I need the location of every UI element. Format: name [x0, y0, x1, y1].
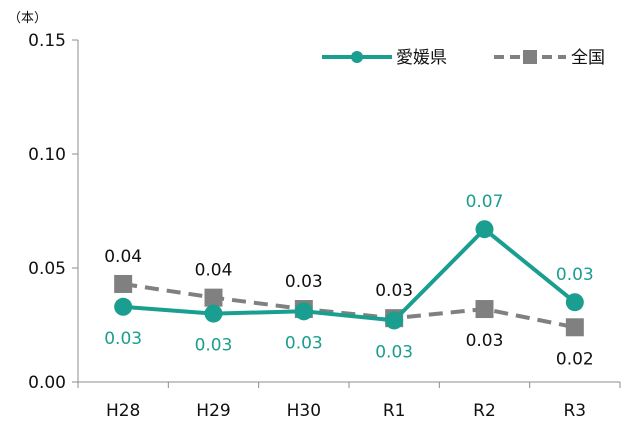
data-point — [565, 318, 584, 337]
data-label: 0.03 — [556, 265, 594, 285]
data-point — [294, 302, 313, 321]
data-point — [204, 288, 223, 307]
data-label: 0.03 — [375, 281, 413, 301]
data-point — [475, 220, 494, 239]
data-label: 0.07 — [466, 192, 504, 212]
x-tick-label: H29 — [196, 401, 230, 421]
data-label: 0.04 — [195, 261, 233, 281]
y-unit-label: （本） — [8, 11, 47, 26]
axes: 0.00 0.05 0.10 0.15 H28 H29 H30 R1 R2 R3 — [28, 31, 621, 421]
legend-label-national: 全国 — [571, 48, 605, 68]
series-line-ehime — [123, 227, 577, 323]
data-point — [114, 274, 133, 293]
data-label: 0.03 — [466, 331, 504, 351]
data-point — [204, 304, 223, 323]
x-tick-label: R1 — [383, 401, 406, 421]
data-point — [114, 297, 133, 316]
data-label: 0.03 — [285, 333, 323, 353]
data-label: 0.03 — [375, 342, 413, 362]
data-label: 0.03 — [285, 272, 323, 292]
legend: 愛媛県 全国 — [322, 48, 605, 68]
data-point — [475, 300, 494, 319]
series-line-national — [122, 282, 576, 330]
legend-label-ehime: 愛媛県 — [396, 48, 447, 68]
x-tick-label: H30 — [287, 401, 321, 421]
series-layer — [114, 220, 584, 337]
y-tick-label: 0.05 — [28, 259, 66, 279]
data-labels: 0.04 0.04 0.03 0.03 0.03 0.02 0.03 0.03 0.03 0.03… — [104, 192, 594, 369]
x-tick-label: H28 — [106, 401, 140, 421]
y-tick-label: 0.15 — [28, 31, 66, 51]
x-tick-label: R2 — [473, 401, 496, 421]
data-point — [385, 311, 404, 330]
data-label: 0.04 — [104, 247, 142, 267]
legend-marker-ehime — [351, 51, 363, 63]
y-tick-label: 0.00 — [28, 373, 66, 393]
data-label: 0.03 — [195, 336, 233, 356]
legend-marker-national — [523, 50, 537, 64]
data-label: 0.02 — [556, 349, 594, 369]
data-point — [565, 293, 584, 312]
y-tick-label: 0.10 — [28, 145, 66, 165]
x-tick-label: R3 — [564, 401, 587, 421]
data-label: 0.03 — [104, 329, 142, 349]
